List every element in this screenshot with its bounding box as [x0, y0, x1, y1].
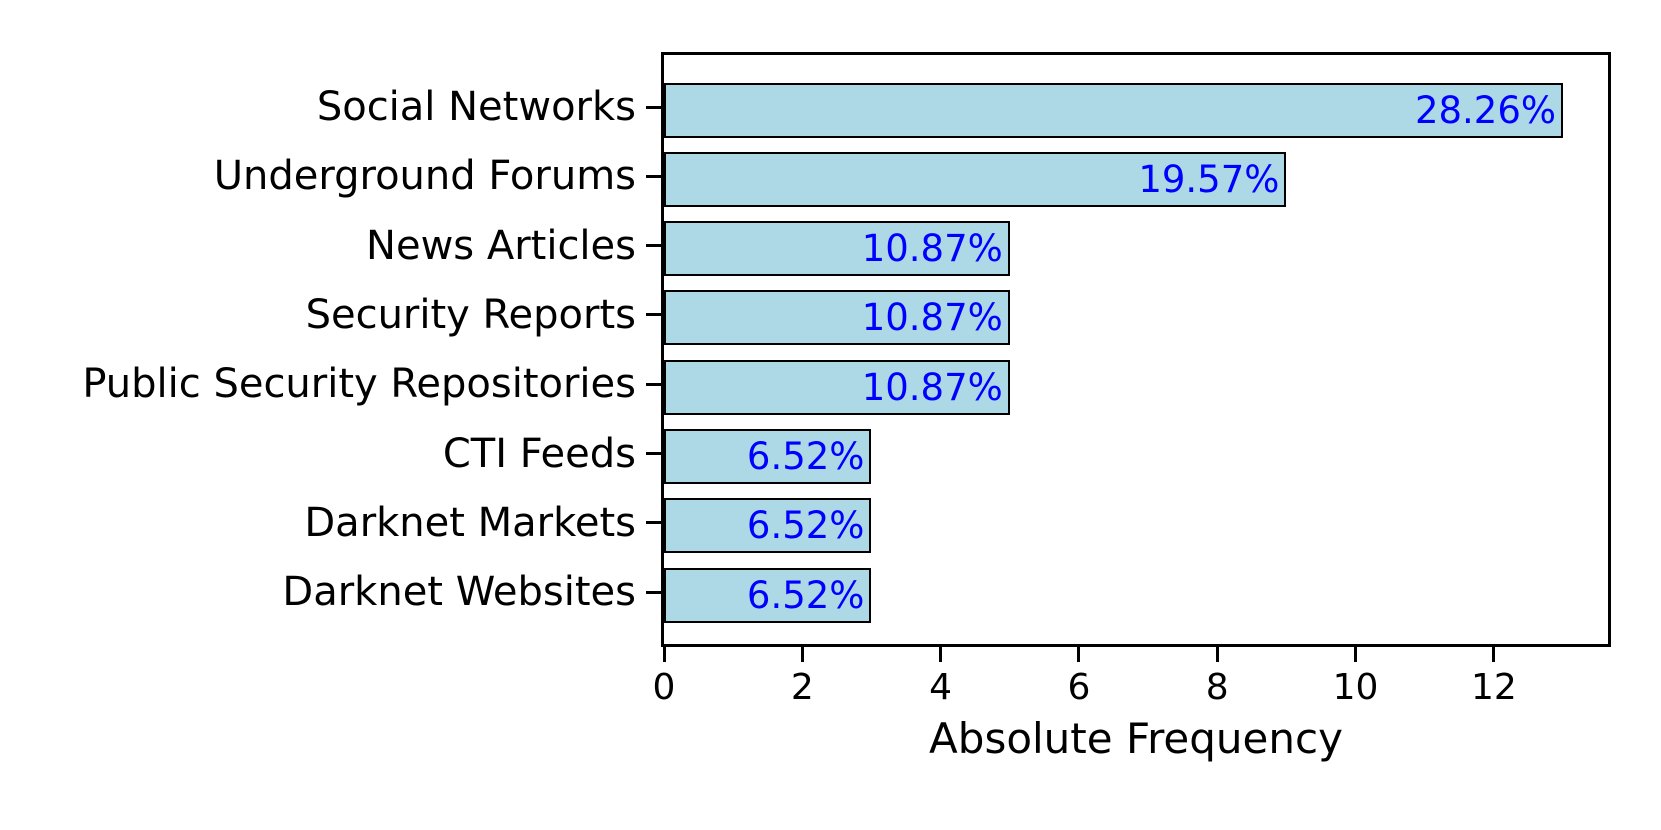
- bar-news-articles: 10.87%: [664, 221, 1010, 277]
- bar-value-label: 6.52%: [746, 573, 865, 617]
- x-tick-mark: [662, 647, 666, 662]
- bar-value-label: 10.87%: [861, 227, 1003, 271]
- bar-public-security-repositories: 10.87%: [664, 359, 1010, 415]
- bar-security-reports: 10.87%: [664, 290, 1010, 346]
- y-tick-mark: [646, 382, 661, 386]
- category-label-public-security-repositories: Public Security Repositories: [82, 361, 636, 408]
- bar-value-label: 10.87%: [861, 365, 1003, 409]
- category-label-social-networks: Social Networks: [316, 84, 636, 130]
- category-label-underground-forums: Underground Forums: [213, 153, 636, 200]
- y-tick-mark: [646, 521, 661, 525]
- x-axis-title: Absolute Frequency: [929, 714, 1343, 763]
- x-tick-mark: [1492, 647, 1496, 662]
- x-tick-label: 8: [1205, 667, 1229, 708]
- x-tick-mark: [939, 647, 943, 662]
- y-tick-mark: [646, 244, 661, 248]
- y-tick-mark: [646, 174, 661, 178]
- y-tick-mark: [646, 452, 661, 455]
- x-tick-label: 10: [1332, 667, 1379, 708]
- x-tick-mark: [1354, 647, 1358, 662]
- bar-value-label: 6.52%: [746, 504, 865, 548]
- x-tick-label: 12: [1470, 667, 1517, 708]
- x-tick-mark: [800, 647, 804, 662]
- bar-value-label: 19.57%: [1138, 157, 1280, 201]
- y-tick-mark: [646, 590, 661, 594]
- x-tick-label: 4: [929, 667, 953, 708]
- bar-underground-forums: 19.57%: [664, 151, 1287, 207]
- category-label-darknet-markets: Darknet Markets: [304, 499, 636, 546]
- bar-cti-feeds: 6.52%: [664, 429, 872, 484]
- bar-darknet-markets: 6.52%: [664, 498, 872, 554]
- bar-darknet-websites: 6.52%: [664, 567, 872, 623]
- x-tick-mark: [1215, 647, 1219, 662]
- bar-value-label: 6.52%: [746, 435, 865, 478]
- x-tick-label: 6: [1067, 667, 1091, 708]
- category-label-security-reports: Security Reports: [305, 291, 636, 338]
- bar-value-label: 10.87%: [861, 296, 1003, 340]
- x-tick-mark: [1077, 647, 1081, 662]
- bar-social-networks: 28.26%: [664, 82, 1564, 138]
- plot-area: 28.26% 19.57% 10.87% 10.87% 10.87% 6.52% 6.52%…: [661, 52, 1611, 647]
- y-tick-mark: [646, 313, 661, 317]
- x-tick-label: 0: [652, 667, 676, 708]
- x-tick-label: 2: [790, 667, 814, 708]
- bar-value-label: 28.26%: [1414, 88, 1557, 132]
- category-label-darknet-websites: Darknet Websites: [282, 569, 636, 616]
- category-label-news-articles: News Articles: [366, 222, 636, 269]
- y-tick-mark: [646, 105, 661, 109]
- category-label-cti-feeds: CTI Feeds: [442, 430, 636, 477]
